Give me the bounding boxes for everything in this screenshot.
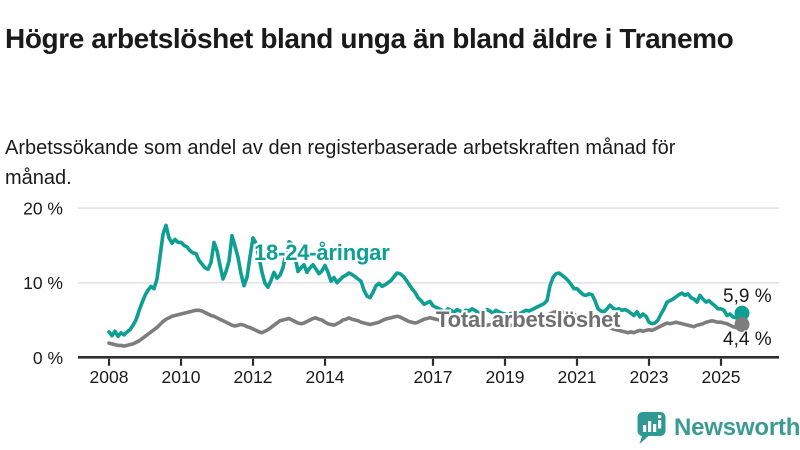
x-axis-tick-label: 2023: [630, 367, 669, 387]
end-value-total: 4,4 %: [723, 329, 772, 350]
series-line-youth: [107, 223, 744, 339]
brand-name: Newsworthy: [674, 414, 800, 441]
x-axis-tick-label: 2021: [558, 367, 597, 387]
series-line-total: [107, 308, 744, 348]
x-axis-tick-label: 2017: [414, 367, 453, 387]
end-value-youth: 5,9 %: [723, 286, 772, 307]
page-title: Högre arbetslöshet bland unga än bland ä…: [5, 22, 734, 54]
newsworthy-logo[interactable]: Newsworthy: [634, 410, 800, 446]
x-axis-tick-label: 2012: [234, 367, 273, 387]
x-axis-tick-label: 2025: [702, 367, 741, 387]
x-axis-tick-label: 2014: [306, 367, 345, 387]
end-dot-youth: [734, 305, 750, 321]
end-dot-total: [734, 316, 750, 332]
bar-chart-speech-bubble-icon: [637, 412, 666, 444]
x-axis-tick-label: 2008: [90, 367, 129, 387]
y-axis-tick-label: 20 %: [23, 199, 63, 219]
y-axis-tick-label: 10 %: [23, 273, 63, 293]
x-axis-tick-label: 2019: [486, 367, 525, 387]
y-axis-tick-label: 0 %: [33, 348, 63, 368]
x-axis-tick-label: 2010: [162, 367, 201, 387]
series-label-total: Total arbetslöshet: [436, 307, 621, 332]
chart-subtitle: Arbetssökande som andel av den registerb…: [5, 137, 676, 190]
series-label-youth: 18-24-åringar: [254, 240, 390, 265]
